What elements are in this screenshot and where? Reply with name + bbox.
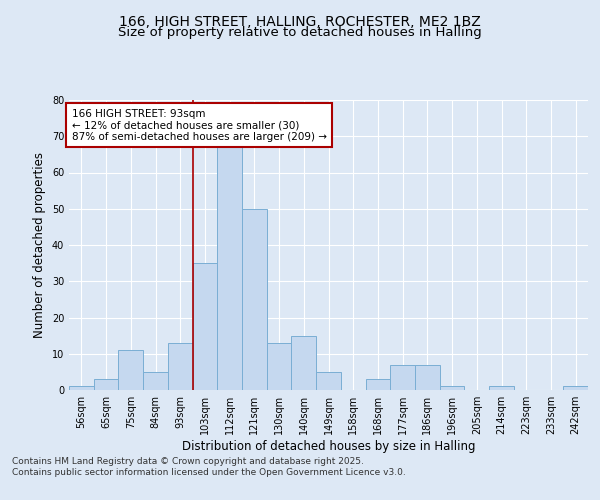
Bar bbox=[267, 343, 292, 390]
Bar bbox=[292, 336, 316, 390]
Bar bbox=[118, 350, 143, 390]
Bar bbox=[94, 379, 118, 390]
X-axis label: Distribution of detached houses by size in Halling: Distribution of detached houses by size … bbox=[182, 440, 475, 453]
Bar bbox=[69, 386, 94, 390]
Bar bbox=[217, 144, 242, 390]
Bar bbox=[489, 386, 514, 390]
Bar bbox=[193, 263, 217, 390]
Bar bbox=[143, 372, 168, 390]
Bar bbox=[168, 343, 193, 390]
Bar bbox=[242, 209, 267, 390]
Bar bbox=[440, 386, 464, 390]
Text: 166, HIGH STREET, HALLING, ROCHESTER, ME2 1BZ: 166, HIGH STREET, HALLING, ROCHESTER, ME… bbox=[119, 15, 481, 29]
Bar bbox=[316, 372, 341, 390]
Text: 166 HIGH STREET: 93sqm
← 12% of detached houses are smaller (30)
87% of semi-det: 166 HIGH STREET: 93sqm ← 12% of detached… bbox=[71, 108, 326, 142]
Text: Size of property relative to detached houses in Halling: Size of property relative to detached ho… bbox=[118, 26, 482, 39]
Y-axis label: Number of detached properties: Number of detached properties bbox=[33, 152, 46, 338]
Bar bbox=[415, 364, 440, 390]
Text: Contains HM Land Registry data © Crown copyright and database right 2025.
Contai: Contains HM Land Registry data © Crown c… bbox=[12, 458, 406, 477]
Bar bbox=[365, 379, 390, 390]
Bar bbox=[390, 364, 415, 390]
Bar bbox=[563, 386, 588, 390]
